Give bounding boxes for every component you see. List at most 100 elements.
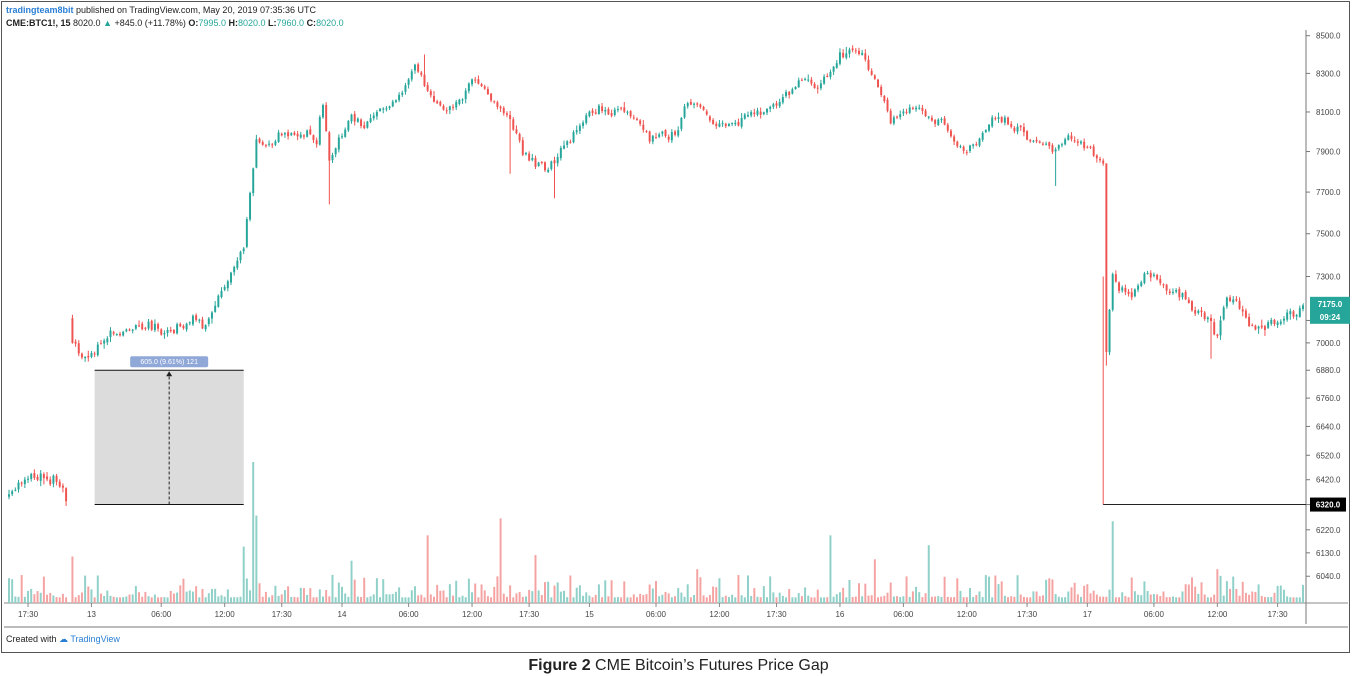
candle-body — [268, 143, 271, 145]
volume-bar — [883, 595, 886, 603]
volume-bar — [160, 597, 163, 603]
volume-bar — [1067, 591, 1070, 603]
volume-bar — [398, 587, 401, 603]
tradingview-logo-icon[interactable]: ☁ TradingView — [59, 634, 120, 644]
candle-body — [680, 118, 683, 129]
volume-bar — [1286, 596, 1289, 603]
volume-bar — [353, 579, 356, 603]
candle-body — [670, 132, 673, 141]
candle-body — [1080, 141, 1082, 144]
volume-bar — [702, 595, 705, 603]
volume-bar — [71, 556, 74, 603]
candle-body — [249, 192, 252, 220]
candle-body — [578, 125, 581, 131]
tradingview-brand[interactable]: TradingView — [70, 634, 120, 644]
candle-body — [544, 162, 546, 171]
candle-body — [1273, 319, 1276, 325]
up-arrow-icon: ▲ — [103, 18, 112, 28]
candle-body — [512, 119, 515, 130]
volume-bar — [1127, 597, 1130, 603]
symbol-legend: CME:BTC1!, 15 8020.0 ▲ +845.0 (+11.78%) … — [6, 18, 344, 28]
candle-body — [553, 160, 556, 164]
volume-bar — [423, 597, 426, 603]
candle-body — [946, 124, 949, 131]
volume-bar — [74, 597, 77, 603]
candle-body — [816, 87, 819, 89]
volume-bar — [122, 597, 125, 603]
candle-body — [591, 110, 594, 114]
volume-bar — [153, 594, 156, 603]
candle-body — [426, 85, 429, 91]
volume-bar — [658, 596, 661, 603]
price-tick-label: 6130.0 — [1316, 549, 1341, 558]
volume-bar — [1114, 597, 1117, 603]
candle-body — [147, 321, 150, 329]
volume-bar — [125, 596, 128, 603]
volume-bar — [252, 462, 255, 603]
volume-bar — [892, 596, 895, 603]
candle-body — [1191, 301, 1193, 311]
volume-bar — [902, 596, 905, 603]
symbol-name[interactable]: CME:BTC1!, 15 — [6, 18, 71, 28]
volume-bar — [1168, 597, 1171, 603]
volume-bar — [930, 596, 933, 603]
candle-body — [366, 121, 369, 128]
volume-bar — [788, 589, 791, 603]
volume-bar — [864, 583, 867, 603]
volume-bar — [1282, 589, 1285, 603]
volume-bar — [388, 594, 391, 603]
volume-bar — [394, 591, 397, 603]
candle-body — [1282, 318, 1285, 321]
volume-bar — [223, 596, 226, 603]
volume-bar — [984, 575, 987, 603]
volume-bar — [1273, 592, 1276, 603]
volume-bar — [442, 590, 445, 603]
candle-body — [518, 133, 521, 141]
candle-body — [71, 318, 74, 343]
volume-bar — [1244, 592, 1247, 603]
volume-bar — [36, 591, 39, 603]
volume-bar — [1089, 593, 1092, 603]
volume-bar — [220, 595, 223, 603]
volume-bar — [483, 590, 486, 603]
candle-body — [1235, 299, 1238, 301]
candle-body — [172, 329, 175, 333]
volume-bar — [1143, 581, 1146, 603]
candle-body — [896, 116, 899, 118]
candle-body — [835, 63, 838, 68]
candle-body — [302, 135, 305, 137]
volume-bar — [280, 594, 283, 603]
candle-body — [524, 152, 527, 155]
candle-body — [1298, 308, 1301, 317]
volume-bar — [14, 596, 17, 603]
candle-body — [77, 343, 80, 354]
volume-bar — [290, 596, 293, 603]
author-link[interactable]: tradingteam8bit — [6, 5, 74, 15]
volume-bar — [518, 592, 521, 603]
candle-body — [1244, 310, 1247, 318]
volume-bar — [509, 585, 512, 603]
volume-bar — [661, 594, 664, 603]
volume-bar — [959, 590, 962, 603]
candle-body — [264, 145, 267, 147]
candle-body — [854, 50, 857, 52]
time-tick-label: 15 — [585, 610, 594, 619]
volume-bar — [610, 580, 613, 603]
volume-bar — [972, 597, 975, 603]
candle-body — [490, 93, 493, 101]
candle-body — [721, 123, 724, 125]
volume-bar — [1026, 597, 1029, 603]
volume-bar — [626, 597, 629, 603]
volume-bar — [1108, 589, 1111, 603]
volume-bar — [886, 592, 889, 603]
candle-body — [639, 120, 642, 124]
volume-bar — [908, 596, 911, 603]
volume-bar — [915, 586, 918, 603]
candle-body — [724, 123, 727, 127]
candle-body — [166, 330, 169, 333]
volume-bar — [769, 576, 772, 603]
candle-body — [1279, 321, 1282, 324]
candle-body — [766, 109, 768, 113]
volume-bar — [271, 595, 274, 603]
